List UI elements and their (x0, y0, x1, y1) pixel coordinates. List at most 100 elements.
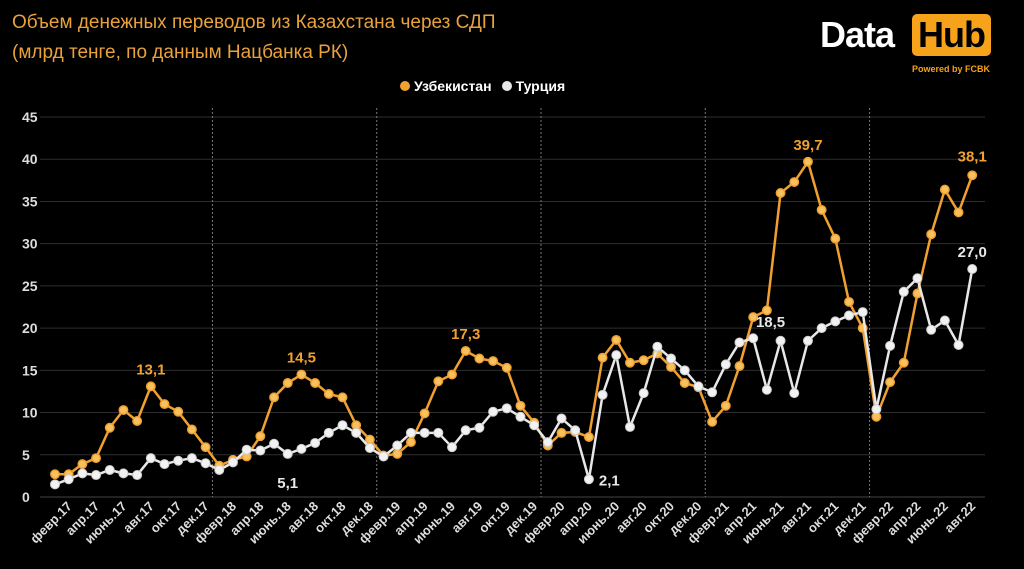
data-label: 14,5 (287, 350, 316, 367)
data-point-uzbekistan (145, 381, 156, 392)
data-point-turkey (967, 264, 978, 274)
data-point-turkey (186, 453, 197, 464)
data-point-uzbekistan (803, 156, 813, 167)
data-point-turkey (310, 437, 321, 448)
data-point-uzbekistan (638, 355, 649, 366)
data-point-turkey (296, 443, 307, 454)
legend-marker-turkey (501, 81, 512, 91)
data-point-uzbekistan (515, 400, 526, 411)
data-point-turkey (501, 403, 512, 414)
data-point-uzbekistan (132, 416, 143, 426)
y-tick-label: 20 (22, 320, 38, 336)
data-point-uzbekistan (337, 392, 348, 403)
legend: Узбекистан Турция (400, 78, 565, 94)
data-point-turkey (351, 427, 362, 438)
data-point-turkey (611, 350, 622, 361)
title-line-1: Объем денежных переводов из Казахстана ч… (12, 12, 496, 33)
data-point-turkey (77, 468, 88, 479)
y-tick-label: 25 (22, 278, 38, 294)
data-point-uzbekistan (460, 345, 471, 356)
y-tick-label: 30 (22, 236, 38, 252)
data-point-turkey (118, 468, 129, 479)
data-point-turkey (926, 324, 937, 335)
data-label: 27,0 (958, 244, 987, 261)
y-tick-label: 10 (22, 405, 38, 421)
data-point-turkey (597, 389, 608, 400)
logo-hub-text: Hub (912, 14, 991, 56)
data-point-uzbekistan (269, 392, 279, 403)
data-point-turkey (447, 442, 458, 453)
data-point-uzbekistan (679, 378, 690, 388)
legend-label-uzbekistan: Узбекистан (414, 78, 492, 94)
data-point-uzbekistan (734, 361, 745, 372)
data-point-turkey (542, 437, 553, 448)
data-point-turkey (693, 381, 704, 392)
data-point-uzbekistan (77, 459, 88, 470)
data-point-turkey (583, 474, 594, 485)
data-point-turkey (830, 316, 841, 327)
data-point-uzbekistan (474, 353, 485, 364)
data-point-uzbekistan (50, 469, 60, 480)
data-point-turkey (953, 340, 964, 350)
logo-powered-text: Powered by FCBK (912, 64, 991, 74)
data-point-turkey (802, 335, 813, 346)
data-point-turkey (433, 427, 444, 438)
data-point-uzbekistan (830, 233, 841, 244)
data-point-turkey (652, 341, 663, 352)
y-tick-label: 45 (22, 109, 38, 125)
data-point-turkey (460, 425, 471, 436)
data-point-turkey (91, 470, 102, 481)
datahub-logo: Data Hub Powered by FCBK (820, 14, 1010, 80)
data-point-turkey (707, 387, 718, 398)
data-point-uzbekistan (583, 432, 594, 442)
data-point-turkey (50, 479, 60, 490)
data-point-turkey (214, 464, 225, 475)
data-point-uzbekistan (967, 170, 978, 181)
data-point-turkey (145, 453, 156, 464)
data-label: 5,1 (277, 475, 298, 492)
y-tick-label: 5 (22, 447, 30, 463)
data-point-turkey (282, 448, 293, 459)
data-label: 13,1 (136, 361, 165, 378)
data-point-turkey (269, 438, 280, 449)
data-point-uzbekistan (597, 352, 608, 363)
y-tick-label: 35 (22, 193, 38, 209)
data-point-uzbekistan (447, 369, 457, 380)
data-point-uzbekistan (761, 305, 772, 316)
data-point-uzbekistan (556, 427, 567, 438)
data-point-uzbekistan (405, 437, 416, 448)
data-point-turkey (132, 470, 143, 481)
chart-title: Объем денежных переводов из Казахстана ч… (12, 8, 495, 68)
data-point-turkey (789, 388, 800, 399)
data-point-uzbekistan (323, 389, 334, 399)
data-label: 2,1 (599, 472, 620, 489)
series-line-turkey (54, 268, 974, 486)
data-point-turkey (857, 307, 868, 318)
data-point-turkey (748, 333, 759, 344)
data-point-uzbekistan (159, 399, 170, 410)
data-point-uzbekistan (392, 448, 403, 459)
data-point-turkey (241, 444, 252, 455)
data-point-turkey (624, 421, 635, 432)
data-point-uzbekistan (926, 229, 937, 240)
data-point-turkey (104, 464, 115, 475)
data-point-turkey (159, 459, 170, 470)
data-point-turkey (405, 427, 416, 438)
data-point-turkey (173, 455, 184, 466)
data-point-uzbekistan (255, 431, 266, 442)
data-point-turkey (337, 420, 348, 431)
data-point-turkey (488, 406, 499, 417)
data-point-uzbekistan (625, 357, 635, 368)
data-point-uzbekistan (488, 356, 499, 366)
x-tick-label: авг.22 (941, 499, 978, 536)
y-tick-label: 40 (22, 151, 38, 167)
data-point-turkey (638, 388, 649, 399)
data-label: 39,7 (793, 137, 822, 154)
data-point-uzbekistan (885, 377, 896, 388)
data-point-turkey (392, 440, 403, 451)
data-point-turkey (200, 458, 211, 469)
title-line-2: (млрд тенге, по данным Нацбанка РК) (12, 42, 349, 63)
data-point-uzbekistan (296, 369, 307, 380)
data-point-turkey (871, 404, 882, 415)
